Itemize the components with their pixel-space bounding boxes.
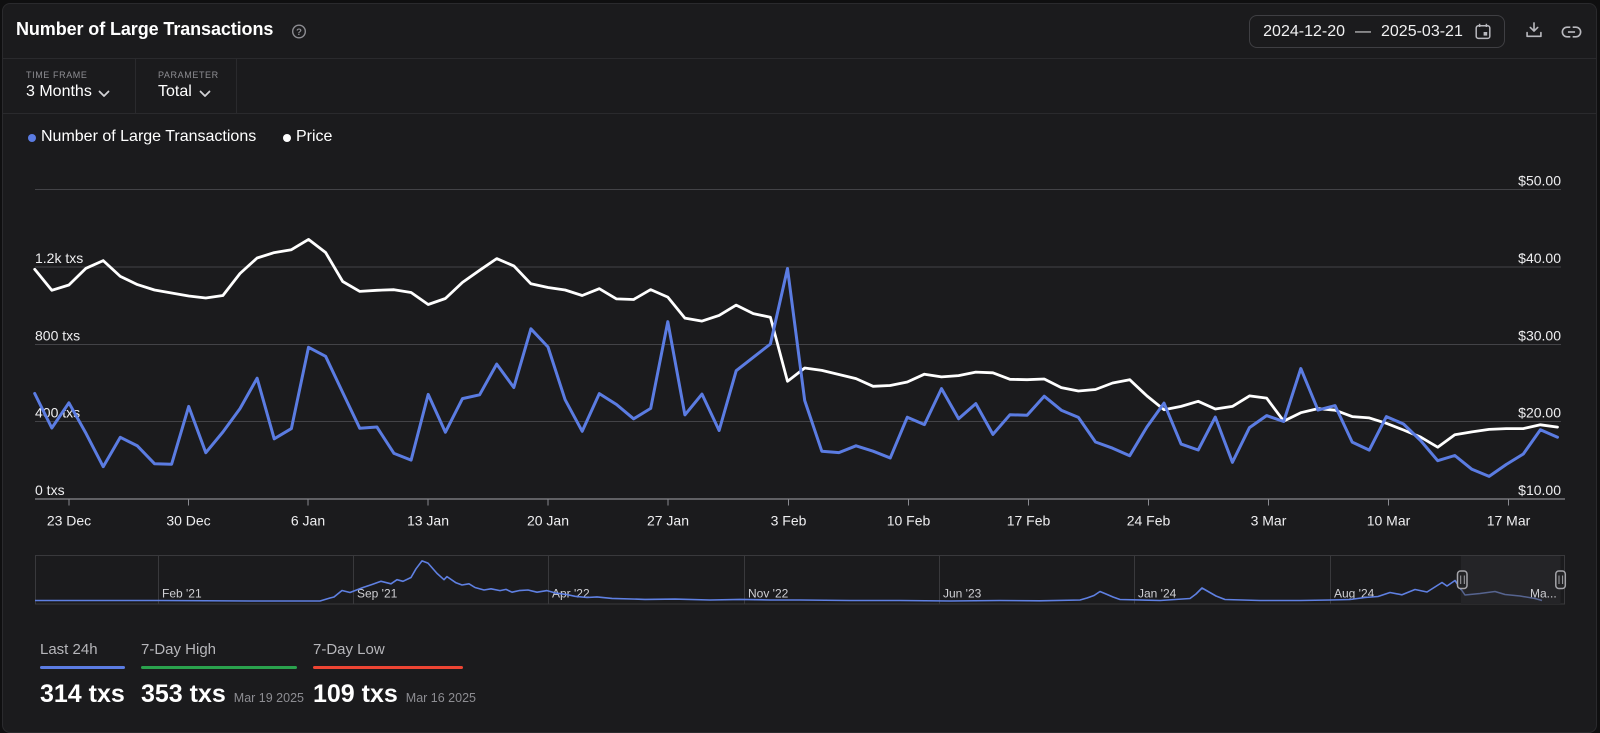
svg-text:$50.00: $50.00 [1518, 173, 1561, 189]
svg-text:Jan '24: Jan '24 [1138, 587, 1177, 601]
svg-text:Feb '21: Feb '21 [162, 587, 202, 601]
svg-text:Jun '23: Jun '23 [943, 587, 982, 601]
svg-text:13 Jan: 13 Jan [407, 513, 449, 529]
svg-text:?: ? [296, 27, 302, 38]
svg-text:10 Mar: 10 Mar [1367, 513, 1411, 529]
svg-text:24 Feb: 24 Feb [1127, 513, 1171, 529]
svg-text:800 txs: 800 txs [35, 328, 80, 344]
svg-text:17 Feb: 17 Feb [1007, 513, 1051, 529]
svg-text:Nov '22: Nov '22 [748, 587, 789, 601]
svg-text:0 txs: 0 txs [35, 482, 65, 498]
svg-text:Sep '21: Sep '21 [357, 587, 398, 601]
svg-text:$10.00: $10.00 [1518, 482, 1561, 498]
svg-text:6 Jan: 6 Jan [291, 513, 325, 529]
svg-text:$40.00: $40.00 [1518, 250, 1561, 266]
svg-text:10 Feb: 10 Feb [887, 513, 931, 529]
svg-text:17 Mar: 17 Mar [1487, 513, 1531, 529]
svg-text:$30.00: $30.00 [1518, 328, 1561, 344]
svg-text:30 Dec: 30 Dec [166, 513, 210, 529]
svg-text:1.2k txs: 1.2k txs [35, 250, 83, 266]
svg-text:3 Mar: 3 Mar [1251, 513, 1287, 529]
svg-text:$20.00: $20.00 [1518, 405, 1561, 421]
svg-text:23 Dec: 23 Dec [47, 513, 91, 529]
svg-text:3 Feb: 3 Feb [771, 513, 807, 529]
svg-text:27 Jan: 27 Jan [647, 513, 689, 529]
svg-text:Ma...: Ma... [1530, 587, 1557, 601]
svg-text:20 Jan: 20 Jan [527, 513, 569, 529]
